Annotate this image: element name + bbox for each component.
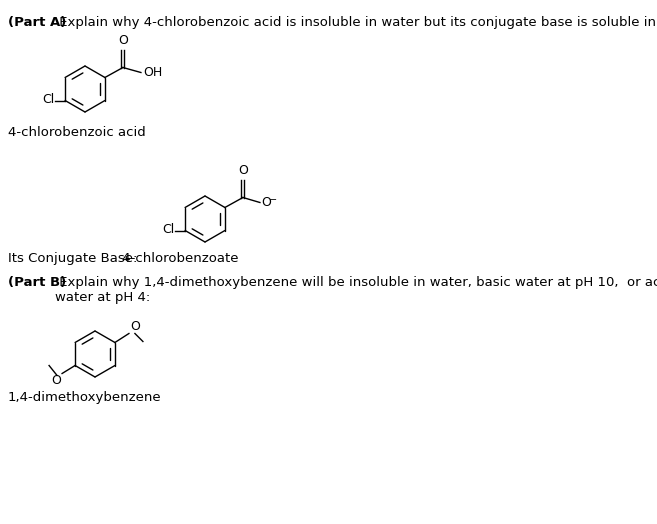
Text: O: O bbox=[118, 35, 128, 48]
Text: Explain why 4-chlorobenzoic acid is insoluble in water but its conjugate base is: Explain why 4-chlorobenzoic acid is inso… bbox=[55, 16, 657, 29]
Text: O: O bbox=[261, 196, 271, 209]
Text: 1,4-dimethoxybenzene: 1,4-dimethoxybenzene bbox=[8, 391, 162, 404]
Text: O: O bbox=[51, 375, 61, 388]
Text: 4-chlorobenzoic acid: 4-chlorobenzoic acid bbox=[8, 126, 146, 139]
Text: Cl: Cl bbox=[42, 93, 54, 106]
Text: (Part A): (Part A) bbox=[8, 16, 66, 29]
Text: Cl: Cl bbox=[162, 223, 174, 236]
Text: Its Conjugate Base:: Its Conjugate Base: bbox=[8, 252, 137, 265]
Text: −: − bbox=[269, 194, 277, 204]
Text: O: O bbox=[238, 165, 248, 178]
Text: Explain why 1,4-dimethoxybenzene will be insoluble in water, basic water at pH 1: Explain why 1,4-dimethoxybenzene will be… bbox=[55, 276, 657, 304]
Text: OH: OH bbox=[143, 66, 162, 79]
Text: (Part B): (Part B) bbox=[8, 276, 66, 289]
Text: O: O bbox=[130, 320, 140, 333]
Text: 4-chlorobenzoate: 4-chlorobenzoate bbox=[118, 252, 238, 265]
